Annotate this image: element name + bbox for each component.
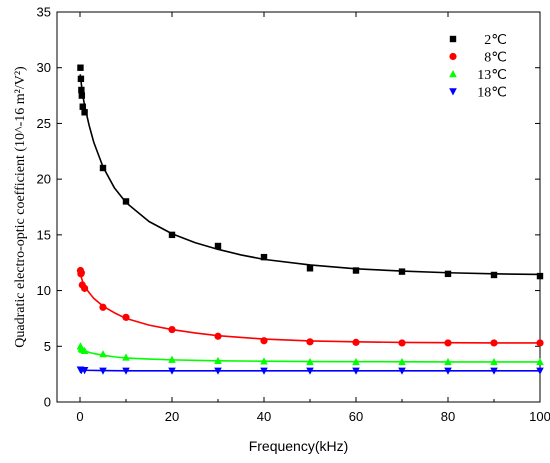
y-tick-label: 5 <box>44 339 51 354</box>
data-point <box>306 338 314 346</box>
data-point <box>306 367 314 375</box>
data-point <box>77 64 84 71</box>
x-tick-label: 40 <box>257 409 271 424</box>
data-point <box>490 357 498 366</box>
data-point <box>352 267 360 274</box>
data-point <box>81 109 88 116</box>
data-point <box>444 357 452 366</box>
data-point <box>168 367 176 375</box>
y-axis: 0 5 10 15 20 25 30 35 <box>37 5 540 410</box>
data-point <box>78 86 85 94</box>
data-point <box>306 265 314 272</box>
data-point <box>260 253 268 261</box>
legend: 2℃ 8℃ 13℃ 18℃ <box>449 33 507 101</box>
data-point <box>352 357 360 366</box>
data-point <box>306 357 314 366</box>
data-point <box>398 339 406 347</box>
y-tick-label: 20 <box>37 172 51 187</box>
data-point <box>99 303 107 311</box>
y-axis-label: Quadratic electro-optic coefficient (10^… <box>13 66 28 348</box>
plot-area-frame <box>56 11 541 403</box>
data-point <box>444 339 452 347</box>
data-point <box>536 272 544 280</box>
data-point <box>122 313 130 321</box>
legend-label: 2℃ <box>484 33 507 48</box>
data-point <box>490 271 498 279</box>
data-point <box>214 356 222 364</box>
x-tick-label: 100 <box>529 409 550 424</box>
fit-curve-2 <box>79 273 540 344</box>
data-point <box>168 325 176 334</box>
y-tick-label: 0 <box>44 395 51 410</box>
data-point <box>122 353 130 361</box>
data-point <box>398 268 406 275</box>
x-axis: 0 20 40 60 80 100 <box>76 12 550 424</box>
data-point <box>77 269 85 277</box>
data-points <box>76 64 544 375</box>
y-tick-label: 15 <box>37 227 51 242</box>
data-point <box>214 242 222 250</box>
data-point <box>398 357 406 366</box>
data-point <box>214 332 222 340</box>
data-point <box>536 339 544 347</box>
data-point <box>260 367 268 375</box>
legend-marker <box>449 88 457 96</box>
x-axis-label: Frequency(kHz) <box>249 438 349 454</box>
data-point <box>490 367 498 375</box>
data-point <box>81 284 89 292</box>
x-tick-label: 80 <box>441 409 455 424</box>
legend-marker <box>449 52 457 61</box>
data-point <box>122 198 130 205</box>
data-point <box>77 75 85 83</box>
data-point <box>122 367 130 375</box>
data-point <box>79 103 86 110</box>
data-point <box>398 367 406 375</box>
x-tick-label: 60 <box>349 409 363 424</box>
data-point <box>260 357 268 365</box>
data-point <box>444 367 452 375</box>
legend-label: 13℃ <box>477 68 507 83</box>
data-point <box>80 346 89 354</box>
data-point <box>536 367 544 375</box>
data-point <box>168 231 176 239</box>
legend-marker <box>449 35 457 43</box>
data-point <box>536 357 544 366</box>
fit-curve-1 <box>79 74 541 276</box>
data-point <box>352 367 360 375</box>
x-tick-label: 0 <box>76 409 83 424</box>
data-point <box>80 367 89 375</box>
data-point <box>260 337 268 345</box>
data-point <box>490 339 498 347</box>
y-tick-label: 10 <box>37 283 51 298</box>
data-point <box>168 355 176 363</box>
data-point <box>78 92 86 99</box>
data-point <box>444 270 452 278</box>
legend-marker <box>449 70 457 78</box>
y-tick-label: 35 <box>37 5 51 20</box>
data-point <box>99 350 107 358</box>
legend-label: 18℃ <box>477 86 507 101</box>
x-tick-label: 20 <box>165 409 179 424</box>
data-point <box>352 338 360 346</box>
legend-label: 8℃ <box>484 51 507 66</box>
data-point <box>99 164 107 172</box>
data-point <box>214 367 222 375</box>
y-tick-label: 25 <box>37 116 51 131</box>
fit-curves <box>79 74 541 372</box>
data-point <box>99 367 107 375</box>
y-tick-label: 30 <box>37 60 51 75</box>
